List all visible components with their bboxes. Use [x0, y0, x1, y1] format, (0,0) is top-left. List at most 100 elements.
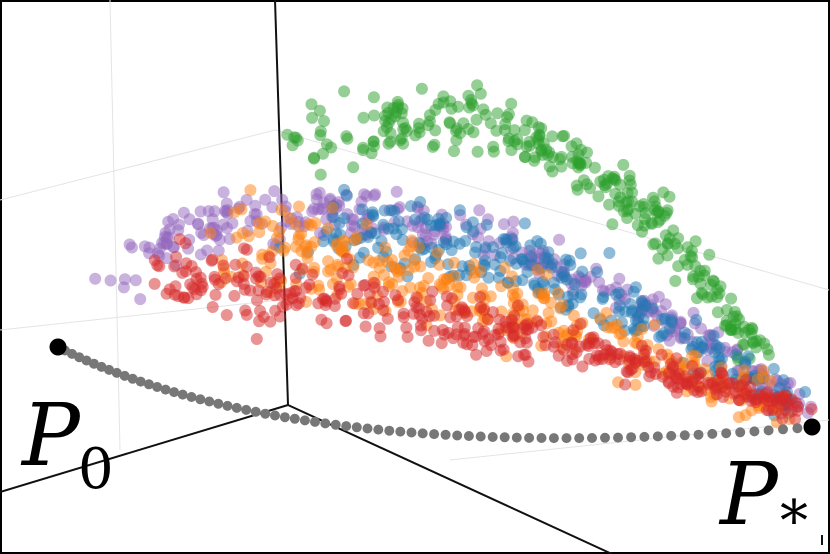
point [351, 287, 364, 300]
point [282, 211, 295, 224]
point [404, 281, 417, 294]
point [480, 345, 493, 357]
point [499, 118, 512, 131]
point [542, 307, 555, 319]
point [158, 237, 171, 250]
point [670, 352, 683, 365]
point [730, 348, 743, 361]
point [467, 126, 480, 139]
trajectory-dot [104, 364, 115, 375]
point [602, 170, 615, 183]
point [506, 320, 519, 333]
point [347, 297, 360, 310]
point [729, 317, 742, 330]
trajectory-dot [763, 425, 774, 436]
point [129, 274, 142, 287]
point [217, 186, 230, 199]
point [362, 307, 375, 320]
point [412, 241, 425, 254]
point [603, 247, 616, 259]
trajectory-dot [429, 429, 440, 440]
trajectory-dot [626, 432, 637, 443]
trajectory-dot [707, 428, 718, 439]
point [440, 211, 453, 224]
point [194, 271, 207, 284]
point [277, 244, 290, 257]
trajectory-dot [463, 431, 474, 441]
trajectory-dot [160, 384, 171, 395]
point [399, 122, 412, 134]
point [209, 273, 221, 286]
point [384, 135, 397, 148]
point [405, 200, 418, 213]
point [508, 124, 521, 137]
point [416, 227, 429, 240]
point [450, 122, 463, 135]
point [445, 244, 458, 257]
point [163, 283, 176, 296]
point [612, 287, 625, 299]
trajectory-dot [310, 416, 320, 427]
point [377, 295, 390, 308]
point [491, 107, 504, 120]
point [519, 319, 532, 332]
point [570, 179, 583, 192]
trajectory-dot [279, 412, 290, 423]
point [553, 233, 566, 246]
point [511, 133, 524, 146]
point [518, 217, 531, 230]
point [381, 256, 394, 268]
start-subscript: 0 [78, 437, 114, 502]
point [314, 129, 327, 142]
point [469, 330, 482, 343]
point [342, 269, 355, 282]
point [574, 247, 587, 260]
point [276, 193, 289, 206]
point [728, 305, 741, 318]
point [359, 320, 372, 333]
point [575, 143, 588, 156]
trajectory-dot [600, 432, 610, 443]
point [789, 413, 802, 426]
trajectory-dot [241, 404, 252, 415]
point [661, 238, 674, 251]
trajectory-dot [511, 432, 522, 443]
point [242, 230, 255, 243]
point [624, 178, 637, 191]
point [619, 378, 632, 391]
point [167, 213, 180, 225]
point [426, 285, 439, 298]
trajectory-dot [384, 425, 395, 436]
point [777, 374, 790, 387]
point [179, 265, 192, 278]
point [229, 258, 242, 271]
point [401, 330, 414, 343]
point [502, 135, 515, 148]
trajectory-dot [749, 426, 760, 437]
point [433, 258, 446, 271]
point [217, 259, 230, 272]
point [560, 338, 573, 351]
point [221, 222, 233, 234]
point [400, 321, 413, 334]
point [487, 241, 499, 254]
point [495, 280, 508, 293]
point [322, 222, 335, 235]
end-subscript: * [780, 489, 808, 554]
point [244, 184, 257, 197]
point [179, 237, 192, 250]
point [292, 233, 305, 246]
trajectory-dot [152, 382, 163, 392]
point [437, 236, 450, 249]
point [624, 297, 637, 310]
axis-edge [287, 404, 613, 554]
start-point [49, 338, 67, 356]
point [206, 301, 219, 313]
trajectory-dot [778, 424, 788, 435]
point [553, 153, 566, 166]
point [237, 277, 250, 290]
trajectory-dot [548, 433, 559, 444]
end-point [803, 418, 821, 436]
point [305, 98, 318, 111]
point [519, 348, 532, 361]
